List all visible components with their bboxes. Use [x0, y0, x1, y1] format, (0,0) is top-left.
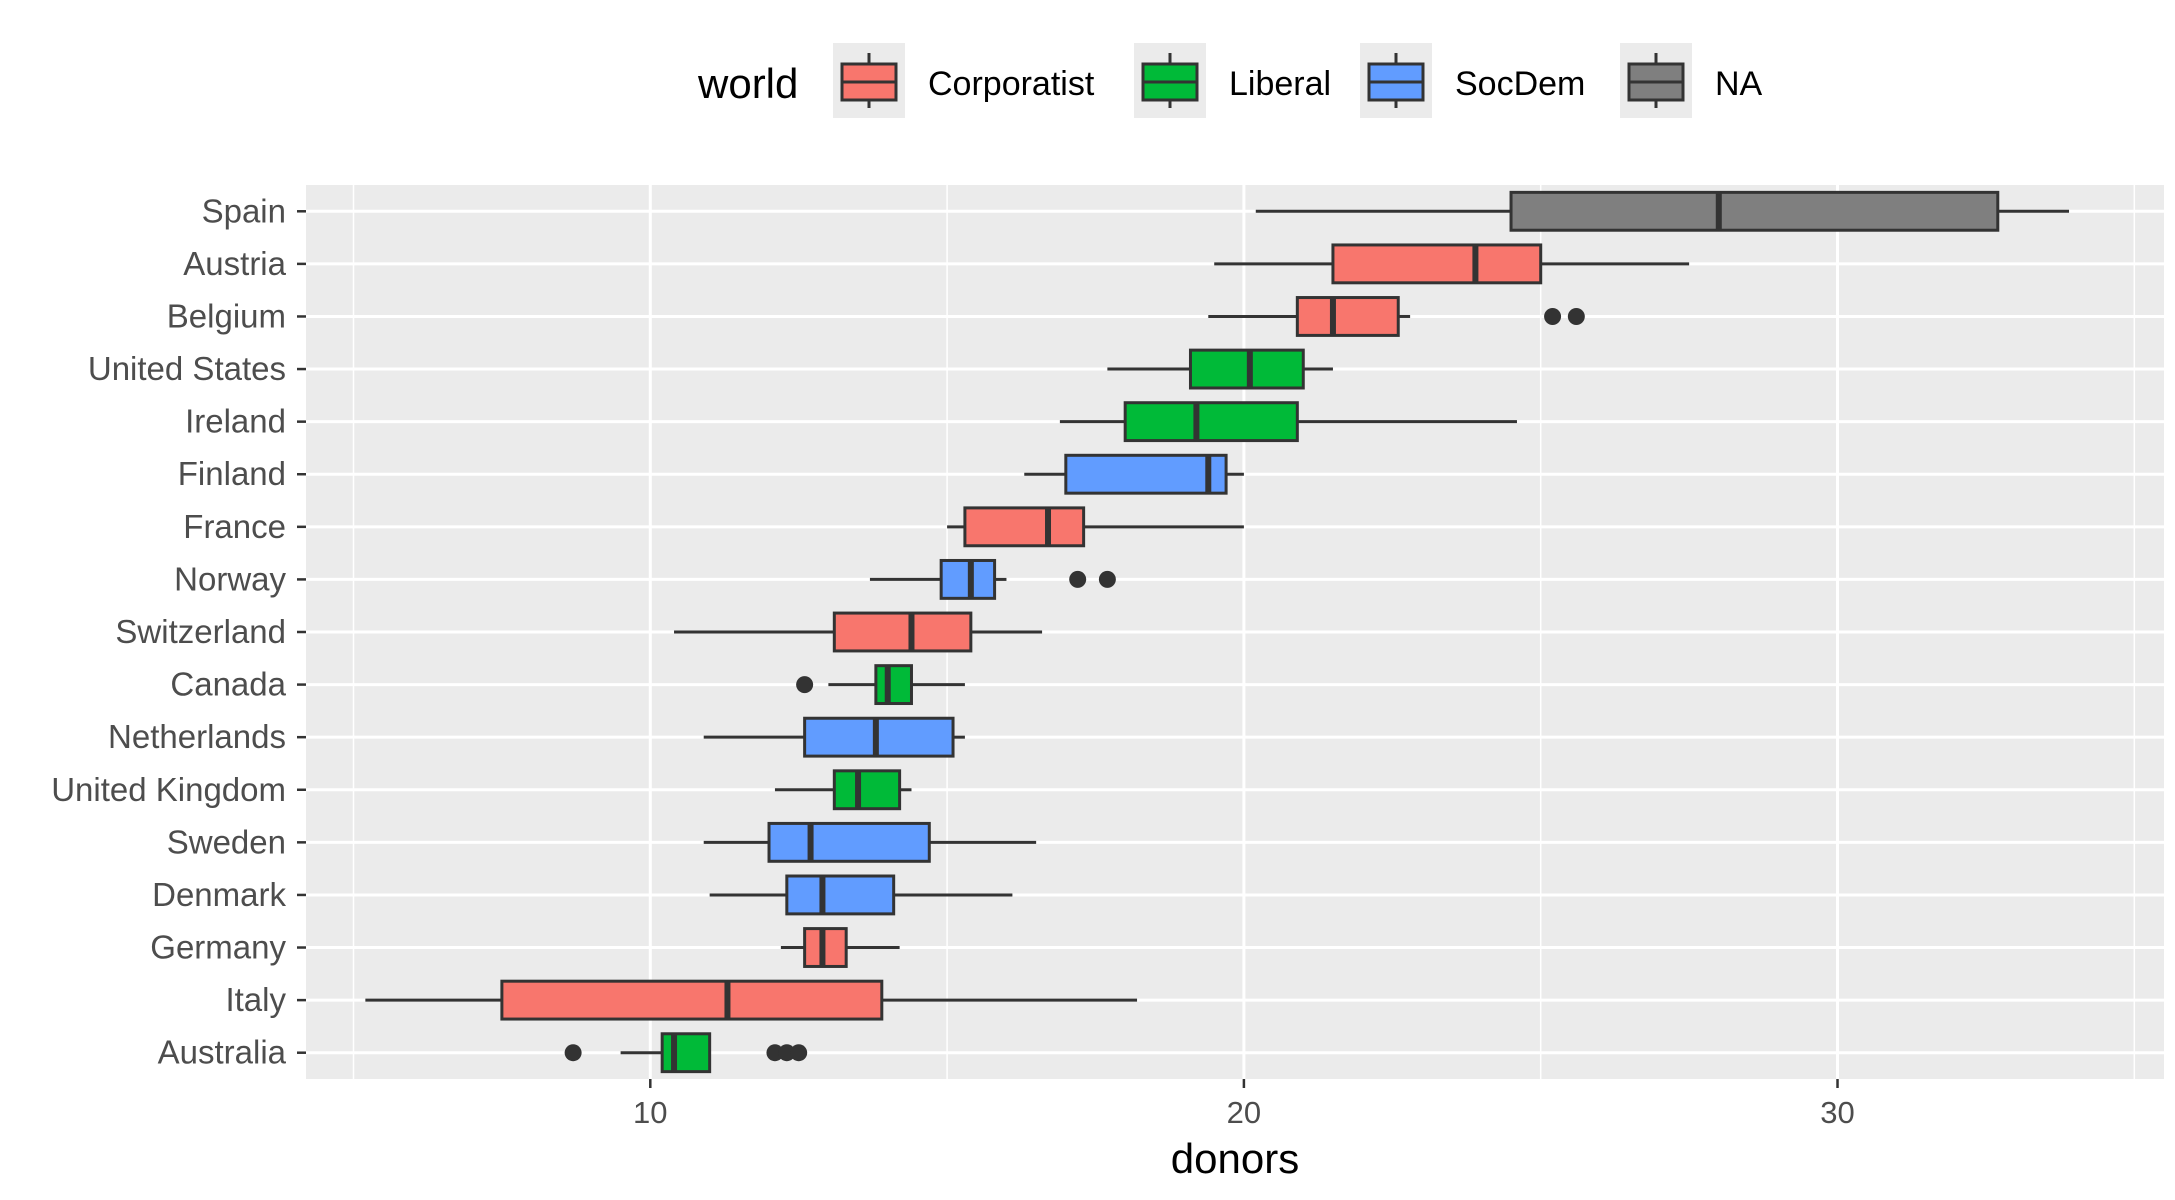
- outlier-point: [766, 1044, 784, 1062]
- y-tick-label: Italy: [225, 981, 286, 1018]
- box-iqr: [500, 979, 884, 1021]
- y-tick-label: Sweden: [167, 823, 286, 860]
- y-tick-label: Australia: [158, 1034, 287, 1071]
- box-france: [947, 506, 1244, 548]
- box-iqr: [963, 506, 1086, 548]
- y-tick-label: Netherlands: [108, 718, 286, 755]
- box-iqr: [832, 611, 973, 653]
- y-tick-label: France: [183, 508, 286, 545]
- box-italy: [365, 979, 1138, 1021]
- outlier-point: [1098, 570, 1116, 588]
- outlier-point: [790, 1044, 808, 1062]
- y-tick-label: Germany: [150, 929, 286, 966]
- y-tick-label: Belgium: [167, 297, 286, 334]
- legend-title: world: [697, 60, 798, 107]
- y-tick-label: Ireland: [185, 403, 286, 440]
- y-tick-label: Spain: [202, 192, 286, 229]
- legend-item-na: NA: [1620, 43, 1763, 118]
- box-iqr: [1064, 453, 1228, 495]
- box-austria: [1214, 243, 1690, 285]
- box-iqr: [1509, 190, 2000, 232]
- outlier-point: [796, 676, 814, 694]
- outlier-point: [1567, 307, 1585, 325]
- outlier-point: [564, 1044, 582, 1062]
- legend-label: Corporatist: [928, 65, 1095, 103]
- x-tick-label: 20: [1227, 1095, 1261, 1130]
- box-iqr: [660, 1032, 712, 1074]
- box-australia: [564, 1032, 808, 1074]
- box-denmark: [709, 874, 1013, 916]
- x-tick-label: 30: [1820, 1095, 1854, 1130]
- legend-item-corporatist: Corporatist: [833, 43, 1095, 118]
- legend-item-socdem: SocDem: [1360, 43, 1585, 118]
- box-switzerland: [674, 611, 1043, 653]
- box-iqr: [1295, 296, 1400, 337]
- box-united-states: [1107, 348, 1333, 390]
- box-spain: [1255, 190, 2070, 232]
- legend-item-liberal: Liberal: [1134, 43, 1331, 118]
- box-sweden: [703, 821, 1037, 863]
- legend-label: SocDem: [1455, 65, 1585, 103]
- legend-label: Liberal: [1229, 65, 1331, 103]
- box-norway: [869, 558, 1116, 600]
- x-axis-title: donors: [1171, 1135, 1299, 1182]
- outlier-point: [1544, 307, 1562, 325]
- y-tick-label: Canada: [170, 666, 286, 703]
- box-iqr: [1123, 401, 1299, 443]
- y-tick-label: Switzerland: [115, 613, 286, 650]
- y-tick-label: United Kingdom: [51, 771, 286, 808]
- y-tick-label: Finland: [178, 455, 286, 492]
- box-iqr: [1331, 243, 1543, 285]
- box-iqr: [874, 664, 913, 706]
- y-tick-label: Norway: [174, 560, 286, 597]
- outlier-point: [1069, 570, 1087, 588]
- box-germany: [780, 927, 900, 968]
- box-iqr: [767, 821, 931, 863]
- outlier-point: [778, 1044, 796, 1062]
- y-tick-label: Austria: [183, 245, 286, 282]
- box-canada: [796, 664, 965, 706]
- box-netherlands: [703, 716, 965, 758]
- box-iqr: [832, 769, 902, 811]
- legend: world Corporatist Liberal SocDem NA: [697, 43, 1763, 118]
- box-united-kingdom: [774, 769, 912, 811]
- y-tick-label: Denmark: [152, 876, 286, 913]
- box-finland: [1024, 453, 1244, 495]
- y-tick-label: United States: [88, 350, 286, 387]
- legend-label: NA: [1715, 65, 1763, 103]
- x-tick-label: 10: [633, 1095, 667, 1130]
- box-ireland: [1059, 401, 1517, 443]
- box-belgium: [1208, 296, 1585, 337]
- box-iqr: [785, 874, 896, 916]
